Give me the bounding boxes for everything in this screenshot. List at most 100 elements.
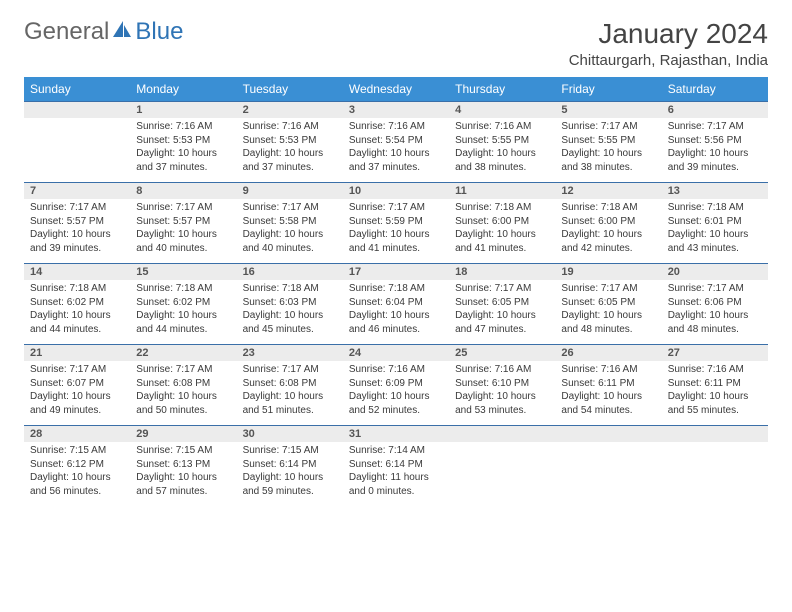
sunset-text: Sunset: 6:14 PM — [243, 458, 337, 472]
sunset-text: Sunset: 6:06 PM — [668, 296, 762, 310]
daylight-text: Daylight: 10 hours and 49 minutes. — [30, 390, 124, 417]
day-cell: Sunrise: 7:16 AMSunset: 6:09 PMDaylight:… — [343, 361, 449, 426]
sunrise-text: Sunrise: 7:17 AM — [455, 282, 549, 296]
daylight-text: Daylight: 10 hours and 56 minutes. — [30, 471, 124, 498]
day-data-row: Sunrise: 7:17 AMSunset: 6:07 PMDaylight:… — [24, 361, 768, 426]
sunrise-text: Sunrise: 7:17 AM — [668, 120, 762, 134]
daylight-text: Daylight: 10 hours and 38 minutes. — [561, 147, 655, 174]
day-cell: Sunrise: 7:18 AMSunset: 6:02 PMDaylight:… — [24, 280, 130, 345]
sunset-text: Sunset: 6:05 PM — [455, 296, 549, 310]
sunset-text: Sunset: 5:58 PM — [243, 215, 337, 229]
date-number — [662, 426, 768, 443]
sunrise-text: Sunrise: 7:16 AM — [349, 363, 443, 377]
daylight-text: Daylight: 10 hours and 37 minutes. — [136, 147, 230, 174]
date-number-row: 14151617181920 — [24, 264, 768, 281]
day-cell: Sunrise: 7:15 AMSunset: 6:14 PMDaylight:… — [237, 442, 343, 506]
day-data-row: Sunrise: 7:18 AMSunset: 6:02 PMDaylight:… — [24, 280, 768, 345]
daylight-text: Daylight: 10 hours and 48 minutes. — [561, 309, 655, 336]
daylight-text: Daylight: 10 hours and 43 minutes. — [668, 228, 762, 255]
day-cell: Sunrise: 7:16 AMSunset: 5:53 PMDaylight:… — [237, 118, 343, 183]
sunset-text: Sunset: 6:02 PM — [136, 296, 230, 310]
day-cell — [555, 442, 661, 506]
day-cell: Sunrise: 7:18 AMSunset: 6:04 PMDaylight:… — [343, 280, 449, 345]
day-cell — [24, 118, 130, 183]
month-title: January 2024 — [569, 18, 768, 50]
day-header: Monday — [130, 77, 236, 102]
sunset-text: Sunset: 6:11 PM — [561, 377, 655, 391]
day-cell: Sunrise: 7:16 AMSunset: 6:11 PMDaylight:… — [555, 361, 661, 426]
sunset-text: Sunset: 6:13 PM — [136, 458, 230, 472]
date-number: 2 — [237, 102, 343, 119]
day-cell: Sunrise: 7:16 AMSunset: 5:54 PMDaylight:… — [343, 118, 449, 183]
daylight-text: Daylight: 10 hours and 44 minutes. — [30, 309, 124, 336]
date-number — [24, 102, 130, 119]
daylight-text: Daylight: 10 hours and 59 minutes. — [243, 471, 337, 498]
day-cell: Sunrise: 7:18 AMSunset: 6:00 PMDaylight:… — [555, 199, 661, 264]
date-number: 31 — [343, 426, 449, 443]
logo: General Blue — [24, 18, 183, 46]
date-number: 26 — [555, 345, 661, 362]
daylight-text: Daylight: 10 hours and 57 minutes. — [136, 471, 230, 498]
sunrise-text: Sunrise: 7:17 AM — [136, 363, 230, 377]
sunrise-text: Sunrise: 7:16 AM — [136, 120, 230, 134]
sunset-text: Sunset: 6:14 PM — [349, 458, 443, 472]
sunrise-text: Sunrise: 7:17 AM — [561, 282, 655, 296]
date-number: 7 — [24, 183, 130, 200]
sunrise-text: Sunrise: 7:17 AM — [243, 201, 337, 215]
day-cell: Sunrise: 7:16 AMSunset: 5:53 PMDaylight:… — [130, 118, 236, 183]
date-number: 8 — [130, 183, 236, 200]
day-cell: Sunrise: 7:17 AMSunset: 6:08 PMDaylight:… — [130, 361, 236, 426]
date-number-row: 28293031 — [24, 426, 768, 443]
day-cell: Sunrise: 7:17 AMSunset: 5:58 PMDaylight:… — [237, 199, 343, 264]
sunset-text: Sunset: 6:05 PM — [561, 296, 655, 310]
daylight-text: Daylight: 10 hours and 55 minutes. — [668, 390, 762, 417]
sunset-text: Sunset: 6:11 PM — [668, 377, 762, 391]
sunrise-text: Sunrise: 7:16 AM — [668, 363, 762, 377]
day-header: Tuesday — [237, 77, 343, 102]
sail-icon — [111, 19, 133, 46]
day-cell: Sunrise: 7:18 AMSunset: 6:00 PMDaylight:… — [449, 199, 555, 264]
date-number: 14 — [24, 264, 130, 281]
sunset-text: Sunset: 5:54 PM — [349, 134, 443, 148]
sunrise-text: Sunrise: 7:18 AM — [243, 282, 337, 296]
day-header: Thursday — [449, 77, 555, 102]
logo-word1: General — [24, 18, 109, 46]
date-number-row: 21222324252627 — [24, 345, 768, 362]
sunrise-text: Sunrise: 7:17 AM — [349, 201, 443, 215]
sunrise-text: Sunrise: 7:16 AM — [455, 120, 549, 134]
date-number: 20 — [662, 264, 768, 281]
date-number: 25 — [449, 345, 555, 362]
day-cell: Sunrise: 7:17 AMSunset: 5:57 PMDaylight:… — [130, 199, 236, 264]
daylight-text: Daylight: 10 hours and 44 minutes. — [136, 309, 230, 336]
sunrise-text: Sunrise: 7:18 AM — [349, 282, 443, 296]
date-number — [449, 426, 555, 443]
day-header: Wednesday — [343, 77, 449, 102]
sunrise-text: Sunrise: 7:17 AM — [668, 282, 762, 296]
date-number: 9 — [237, 183, 343, 200]
daylight-text: Daylight: 10 hours and 40 minutes. — [136, 228, 230, 255]
sunrise-text: Sunrise: 7:15 AM — [136, 444, 230, 458]
daylight-text: Daylight: 10 hours and 52 minutes. — [349, 390, 443, 417]
date-number: 30 — [237, 426, 343, 443]
daylight-text: Daylight: 10 hours and 50 minutes. — [136, 390, 230, 417]
day-cell: Sunrise: 7:17 AMSunset: 5:55 PMDaylight:… — [555, 118, 661, 183]
daylight-text: Daylight: 10 hours and 41 minutes. — [349, 228, 443, 255]
sunset-text: Sunset: 5:59 PM — [349, 215, 443, 229]
day-cell: Sunrise: 7:18 AMSunset: 6:03 PMDaylight:… — [237, 280, 343, 345]
daylight-text: Daylight: 10 hours and 42 minutes. — [561, 228, 655, 255]
sunset-text: Sunset: 6:00 PM — [455, 215, 549, 229]
sunset-text: Sunset: 6:03 PM — [243, 296, 337, 310]
sunrise-text: Sunrise: 7:18 AM — [136, 282, 230, 296]
date-number: 18 — [449, 264, 555, 281]
day-cell: Sunrise: 7:16 AMSunset: 6:10 PMDaylight:… — [449, 361, 555, 426]
day-cell: Sunrise: 7:14 AMSunset: 6:14 PMDaylight:… — [343, 442, 449, 506]
daylight-text: Daylight: 11 hours and 0 minutes. — [349, 471, 443, 498]
sunrise-text: Sunrise: 7:18 AM — [668, 201, 762, 215]
daylight-text: Daylight: 10 hours and 54 minutes. — [561, 390, 655, 417]
day-cell — [662, 442, 768, 506]
daylight-text: Daylight: 10 hours and 47 minutes. — [455, 309, 549, 336]
day-cell: Sunrise: 7:18 AMSunset: 6:02 PMDaylight:… — [130, 280, 236, 345]
day-cell: Sunrise: 7:17 AMSunset: 5:57 PMDaylight:… — [24, 199, 130, 264]
date-number: 11 — [449, 183, 555, 200]
day-cell: Sunrise: 7:15 AMSunset: 6:12 PMDaylight:… — [24, 442, 130, 506]
